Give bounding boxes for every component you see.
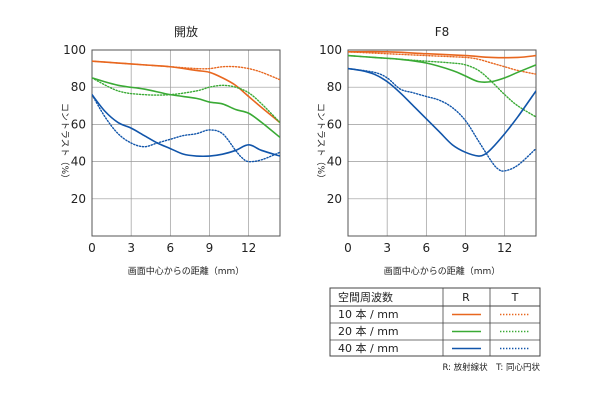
x-tick-label: 9 bbox=[206, 241, 214, 255]
x-tick-label: 12 bbox=[241, 241, 256, 255]
series-line-r bbox=[92, 93, 280, 158]
legend-col-r: R bbox=[462, 291, 470, 304]
series-line-t bbox=[348, 54, 536, 118]
series-line-t bbox=[92, 77, 280, 124]
legend-note: R: 放射線状 T: 同心円状 bbox=[442, 362, 540, 373]
x-tick-label: 0 bbox=[344, 241, 352, 255]
x-tick-label: 3 bbox=[383, 241, 391, 255]
series-line-r bbox=[348, 50, 536, 59]
x-axis-label: 画面中心からの距離（mm） bbox=[384, 265, 501, 277]
series-line-r bbox=[348, 54, 536, 84]
legend-table: 空間周波数 R T 10 本 / mm 20 本 / mm 40 本 / mm bbox=[329, 287, 541, 357]
x-tick-label: 12 bbox=[497, 241, 512, 255]
series-line-t bbox=[92, 93, 280, 163]
y-tick-label: 40 bbox=[71, 155, 86, 169]
x-axis-label: 画面中心からの距離（mm） bbox=[128, 265, 245, 277]
legend-col-t: T bbox=[511, 291, 519, 304]
x-tick-label: 3 bbox=[127, 241, 135, 255]
x-tick-label: 6 bbox=[423, 241, 431, 255]
y-tick-label: 80 bbox=[71, 80, 86, 94]
x-tick-label: 6 bbox=[167, 241, 175, 255]
y-tick-label: 80 bbox=[327, 80, 342, 94]
y-tick-label: 60 bbox=[327, 117, 342, 131]
mtf-chart-f8: F8 0 3 6 9 12 20 40 60 80 100 画面中心からの距離（mm） コントラスト（%… bbox=[315, 25, 537, 277]
mtf-chart-open-aperture: 開放 0 3 6 9 12 20 40 60 80 100 画面中心からの距離（mm） コントラスト（%… bbox=[59, 24, 281, 277]
y-tick-label: 100 bbox=[319, 43, 342, 57]
legend-frame bbox=[329, 287, 541, 357]
legend-row-label: 20 本 / mm bbox=[338, 324, 399, 338]
y-axis-label: コントラスト（%） bbox=[315, 103, 326, 183]
y-tick-label: 40 bbox=[327, 155, 342, 169]
y-tick-label: 20 bbox=[327, 192, 342, 206]
plot-frame bbox=[91, 49, 281, 237]
series-line-t bbox=[348, 67, 536, 172]
legend-row-label: 10 本 / mm bbox=[338, 307, 399, 321]
legend-row-label: 40 本 / mm bbox=[338, 341, 399, 355]
chart-title: F8 bbox=[435, 25, 450, 39]
series-line-t bbox=[348, 51, 536, 75]
legend-header: 空間周波数 bbox=[338, 290, 393, 304]
y-tick-label: 20 bbox=[71, 192, 86, 206]
plot-frame bbox=[347, 49, 537, 237]
x-tick-label: 9 bbox=[462, 241, 470, 255]
chart-title: 開放 bbox=[174, 24, 198, 39]
series-line-t bbox=[92, 60, 280, 81]
y-tick-label: 100 bbox=[63, 43, 86, 57]
series-line-r bbox=[92, 77, 280, 139]
x-tick-label: 0 bbox=[88, 241, 96, 255]
y-tick-label: 60 bbox=[71, 117, 86, 131]
series-line-r bbox=[348, 67, 536, 157]
y-axis-label: コントラスト（%） bbox=[59, 103, 70, 183]
